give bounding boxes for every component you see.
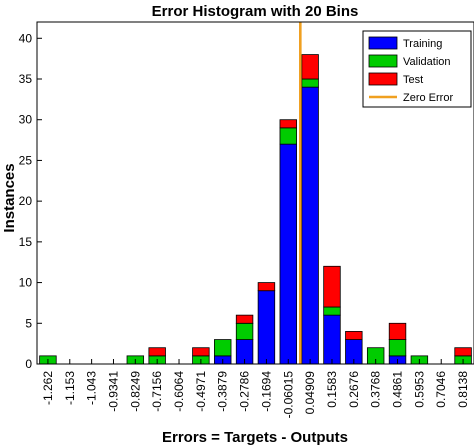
x-tick-label-13: 0.1583 bbox=[325, 371, 339, 408]
legend-swatch-training bbox=[368, 36, 398, 50]
axes-box bbox=[36, 21, 474, 365]
bar-test-5 bbox=[148, 347, 166, 357]
bar-validation-8 bbox=[214, 339, 232, 357]
x-tick-label-14: 0.2676 bbox=[347, 371, 361, 408]
legend-swatch-validation bbox=[368, 54, 398, 68]
y-axis-label: Instances bbox=[1, 163, 18, 232]
bar-test-7 bbox=[192, 347, 210, 357]
x-tick-label-8: -0.3879 bbox=[216, 371, 230, 412]
y-tick-label-30: 30 bbox=[19, 113, 33, 127]
bar-test-14 bbox=[345, 331, 363, 340]
bar-test-19 bbox=[454, 347, 472, 357]
legend-label-training: Training bbox=[403, 38, 442, 50]
x-tick-label-15: 0.3768 bbox=[369, 371, 383, 408]
bar-test-11 bbox=[279, 119, 297, 129]
x-tick-label-6: -0.6064 bbox=[172, 371, 186, 412]
legend-label-validation: Validation bbox=[403, 56, 451, 68]
x-tick-label-11: -0.06015 bbox=[281, 371, 295, 419]
bar-training-10 bbox=[257, 290, 276, 365]
x-tick-label-12: 0.04909 bbox=[303, 371, 317, 415]
x-tick-label-18: 0.7046 bbox=[434, 371, 448, 408]
bar-validation-16 bbox=[388, 339, 407, 357]
y-tick-label-0: 0 bbox=[25, 357, 32, 371]
bar-test-13 bbox=[323, 265, 341, 308]
y-tick-label-35: 35 bbox=[19, 72, 33, 86]
y-tick-label-40: 40 bbox=[19, 31, 33, 45]
legend-swatch-test bbox=[368, 72, 398, 86]
x-tick-label-0: -1.262 bbox=[41, 371, 55, 405]
axes-group: 0 5 10 15 20 25 30 35 40 -1.262 -1.153 -1.043 -0.934… bbox=[19, 21, 474, 419]
x-tick-label-5: -0.7156 bbox=[150, 371, 164, 412]
x-tick-label-2: -1.043 bbox=[85, 371, 99, 405]
legend: Training Validation Test Zero Error bbox=[362, 30, 472, 108]
y-tick-label-20: 20 bbox=[19, 194, 33, 208]
bar-test-10 bbox=[257, 282, 276, 292]
bar-test-12 bbox=[301, 54, 319, 80]
x-tick-label-16: 0.4861 bbox=[391, 371, 405, 408]
x-tick-label-9: -0.2786 bbox=[238, 371, 252, 412]
bar-training-13 bbox=[323, 314, 341, 365]
bar-training-11 bbox=[279, 143, 297, 365]
bar-validation-13 bbox=[323, 306, 341, 316]
legend-label-test: Test bbox=[403, 74, 423, 86]
x-tick-label-10: -0.1694 bbox=[259, 371, 273, 412]
y-tick-label-10: 10 bbox=[19, 276, 33, 290]
y-tick-label-5: 5 bbox=[25, 316, 32, 330]
x-tick-label-19: 0.8138 bbox=[456, 371, 470, 408]
bar-validation-12 bbox=[301, 78, 319, 88]
chart-title: Error Histogram with 20 Bins bbox=[152, 3, 359, 20]
bar-training-12 bbox=[301, 86, 319, 365]
x-tick-label-7: -0.4971 bbox=[194, 371, 208, 412]
bar-test-9 bbox=[235, 314, 254, 324]
x-tick-label-1: -1.153 bbox=[63, 371, 77, 405]
x-tick-label-17: 0.5953 bbox=[412, 371, 426, 408]
x-axis-label: Errors = Targets - Outputs bbox=[162, 429, 348, 446]
bar-validation-9 bbox=[235, 322, 254, 340]
y-tick-label-15: 15 bbox=[19, 235, 33, 249]
legend-label-zero-error: Zero Error bbox=[403, 92, 453, 104]
y-tick-label-25: 25 bbox=[19, 153, 33, 167]
x-tick-label-4: -0.8249 bbox=[128, 371, 142, 412]
x-tick-label-3: -0.9341 bbox=[106, 371, 120, 412]
bar-test-16 bbox=[388, 322, 407, 340]
bar-validation-11 bbox=[279, 127, 297, 145]
